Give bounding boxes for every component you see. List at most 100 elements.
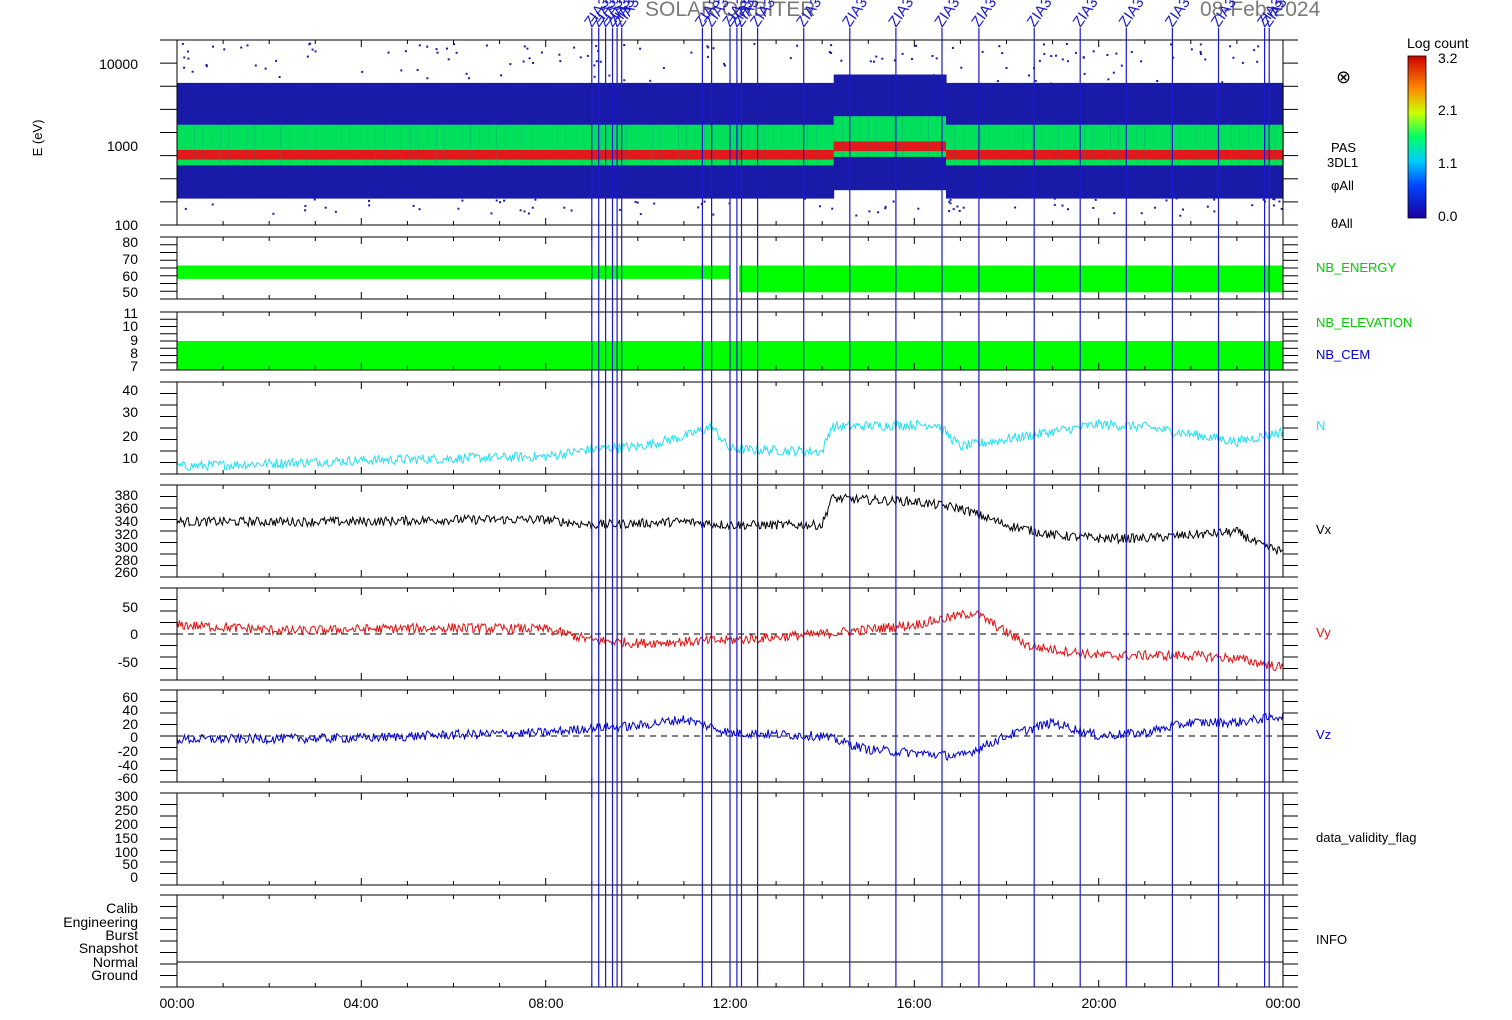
spectrogram-high-cell xyxy=(954,150,964,160)
spectrogram-sparse-count xyxy=(709,195,711,198)
spectrogram-sparse-count xyxy=(400,69,403,72)
spectrogram-sparse-count xyxy=(523,210,526,213)
spectrogram-sparse-count xyxy=(1253,49,1256,52)
spectrogram-sparse-count xyxy=(254,64,257,67)
spectrogram-mid-cell xyxy=(237,124,247,166)
vx-tick: 300 xyxy=(115,539,139,555)
spectrogram-mid-cell xyxy=(859,116,869,157)
spectrogram-high-cell xyxy=(211,150,221,160)
spectrogram-high-cell xyxy=(298,150,308,160)
spectrogram-sparse-count xyxy=(1067,208,1069,211)
spectrogram-mid-cell xyxy=(1127,124,1137,166)
spectrogram-high-cell xyxy=(669,150,679,160)
spectrogram-high-cell xyxy=(1144,150,1154,160)
spectrogram-mid-cell xyxy=(781,124,791,166)
spectrogram-high-cell xyxy=(583,150,593,160)
vz-tick: 60 xyxy=(122,689,138,705)
nb-elevation-tick: 9 xyxy=(130,332,138,348)
spectrogram-sparse-count xyxy=(1213,210,1216,213)
spectrogram-sparse-count xyxy=(1083,72,1086,75)
spectrogram-sparse-count xyxy=(1092,50,1095,53)
nb-elevation-tick: 10 xyxy=(122,318,138,334)
spectrogram-mid-cell xyxy=(1188,124,1198,166)
direction-symbol: ⊗ xyxy=(1336,67,1351,87)
spectrogram-mid-cell xyxy=(747,124,757,166)
spectrogram-high-cell xyxy=(643,150,653,160)
spectrogram-sparse-count xyxy=(634,200,637,203)
spectrogram-sparse-count xyxy=(703,200,706,203)
spectrogram-sparse-count xyxy=(877,211,880,214)
spectrogram-mid-cell xyxy=(470,124,480,166)
spectrogram-mid-cell xyxy=(954,124,964,166)
colorbar-tick: 0.0 xyxy=(1438,208,1458,224)
spectrogram-mid-cell xyxy=(185,124,195,166)
spectrogram-high-cell xyxy=(1032,150,1042,160)
vx-label: Vx xyxy=(1316,522,1332,537)
spectrogram-mid-cell xyxy=(1092,124,1103,166)
theta-label: θAll xyxy=(1331,216,1353,231)
spectrogram-sparse-count xyxy=(639,47,642,50)
spectrogram-sparse-count xyxy=(818,205,821,208)
spectrogram-sparse-count xyxy=(579,56,582,59)
colorbar-tick: 2.1 xyxy=(1438,102,1458,118)
spectrogram-mid-cell xyxy=(220,124,230,166)
spectrogram-sparse-count xyxy=(240,46,243,49)
spectrogram-high-cell xyxy=(436,150,446,160)
vy-tick: 50 xyxy=(122,599,138,615)
spectrogram-sparse-count xyxy=(1199,43,1202,46)
spectrogram-sparse-count xyxy=(881,57,884,60)
spectrogram-sparse-count xyxy=(490,212,493,215)
spectrogram-sparse-count xyxy=(1204,58,1207,61)
spectrogram-mid-cell xyxy=(920,116,930,157)
spectrogram-mid-cell xyxy=(401,124,411,166)
spectrogram-mid-cell xyxy=(349,124,359,166)
spectrogram-sparse-count xyxy=(495,199,498,202)
spectrogram-mid-cell xyxy=(980,124,990,166)
spectrogram-sparse-count xyxy=(996,80,999,83)
spectrogram-sparse-count xyxy=(1272,198,1275,200)
spectrogram-sparse-count xyxy=(1120,64,1123,67)
spectrogram-mid-cell xyxy=(1153,124,1163,166)
spectrogram-high-cell xyxy=(341,150,351,160)
spectrogram-sparse-count xyxy=(1090,195,1093,198)
plot-title: SOLAR ORBITER xyxy=(645,0,815,21)
spectrogram-sparse-count xyxy=(1175,197,1178,200)
validity-tick: 0 xyxy=(130,869,138,885)
spectrogram-mid-cell xyxy=(427,124,437,166)
spectrogram-sparse-count xyxy=(313,198,316,201)
spectrogram-mid-cell xyxy=(514,124,524,166)
spectrogram-mid-cell xyxy=(721,124,731,166)
spectrogram-sparse-count xyxy=(789,57,792,60)
spectrogram-high-cell xyxy=(427,150,437,160)
spectrogram-sparse-count xyxy=(311,48,314,51)
nb-elevation-tick: 8 xyxy=(130,345,138,361)
spectrogram-mid-cell xyxy=(202,124,213,166)
spectrogram-high-cell xyxy=(393,150,403,160)
spectrogram-sparse-count xyxy=(461,199,464,202)
spectrogram-sparse-count xyxy=(639,213,642,216)
spectrogram-high-cell xyxy=(1248,150,1258,160)
spectrogram-high-cell xyxy=(1231,150,1241,160)
spectrogram-sparse-count xyxy=(418,44,421,47)
spectrogram-sparse-count xyxy=(509,63,512,66)
vy-label: Vy xyxy=(1316,625,1331,640)
spectrogram-sparse-count xyxy=(723,62,726,65)
spectrogram-high-cell xyxy=(185,150,195,160)
spectrogram-sparse-count xyxy=(935,57,938,60)
spectrogram-sparse-count xyxy=(804,197,806,200)
spectrogram-mid-cell xyxy=(1136,124,1146,166)
spectrogram-sparse-count xyxy=(187,57,190,60)
spectrogram-sparse-count xyxy=(962,206,965,209)
energy-tick-label: 10000 xyxy=(99,56,138,72)
spectrogram-sparse-count xyxy=(184,207,187,210)
spectrogram-sparse-count xyxy=(1043,53,1046,56)
spectrogram-mid-cell xyxy=(410,124,420,166)
product-label: 3DL1 xyxy=(1327,155,1358,170)
spectrogram-mid-cell xyxy=(807,124,817,166)
spectrogram-mid-cell xyxy=(522,124,532,166)
spectrogram-sparse-count xyxy=(1278,200,1281,203)
spectrogram-sparse-count xyxy=(1014,206,1017,209)
spectrogram-sparse-count xyxy=(272,212,275,215)
spectrogram-mid-cell xyxy=(963,124,973,166)
spectrogram-high-cell xyxy=(1041,150,1051,160)
